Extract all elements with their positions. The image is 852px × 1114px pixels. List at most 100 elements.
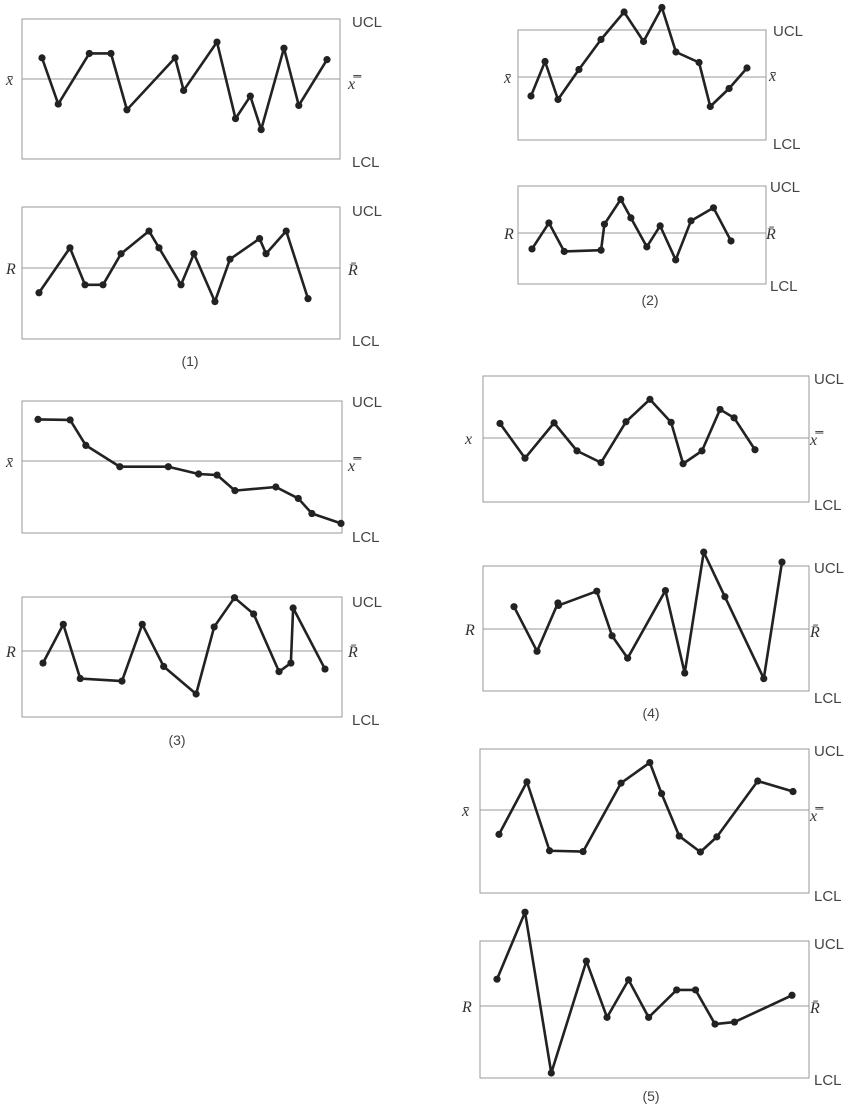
data-point-10 — [700, 548, 708, 556]
center-label: R̄ — [809, 624, 820, 641]
data-point-6 — [194, 470, 203, 478]
data-point-6 — [608, 632, 616, 640]
data-point-8 — [213, 38, 221, 46]
panel-4: UCL x̿ LCL x UCL R̄ LCL R (4) — [464, 371, 844, 721]
lcl-label: LCL — [814, 1072, 842, 1089]
data-point-2 — [521, 908, 529, 916]
data-point-6 — [160, 662, 168, 671]
center-label: R̄ — [809, 1000, 820, 1017]
data-point-11 — [730, 1018, 739, 1026]
data-point-1 — [34, 415, 42, 423]
side-label: R — [5, 644, 16, 661]
side-label: R — [461, 999, 472, 1016]
data-point-1 — [510, 603, 518, 611]
data-point-2 — [66, 244, 74, 252]
lcl-label: LCL — [352, 712, 380, 729]
side-label: x — [464, 431, 472, 448]
panel-1: UCL x̿ LCL x̄ UCL R̄ LCL R (1) — [5, 14, 382, 369]
side-label: R — [464, 622, 475, 639]
lcl-label: LCL — [352, 529, 380, 546]
data-point-5 — [138, 620, 146, 628]
series-line — [40, 40, 329, 131]
data-point-12 — [337, 519, 345, 528]
data-point-8 — [177, 281, 185, 289]
data-point-1 — [528, 245, 536, 253]
data-point-13 — [751, 446, 759, 454]
chart-frame — [479, 748, 810, 894]
data-point-5 — [123, 106, 131, 114]
ucl-label: UCL — [770, 179, 800, 196]
data-point-3 — [82, 441, 90, 449]
data-point-5 — [597, 35, 605, 44]
lcl-label: LCL — [352, 154, 380, 171]
panel-caption: (4) — [642, 705, 659, 721]
data-point-1 — [38, 54, 46, 62]
data-point-3 — [81, 281, 89, 289]
range-chart-1: UCL R̄ LCL R — [5, 203, 382, 350]
data-point-13 — [778, 558, 786, 566]
ucl-label: UCL — [352, 203, 382, 220]
center-label: R̄ — [347, 644, 358, 661]
data-point-6 — [620, 8, 628, 16]
ucl-label: UCL — [814, 743, 844, 760]
series-line — [41, 596, 327, 696]
data-point-9 — [231, 115, 240, 123]
data-point-7 — [180, 86, 188, 95]
series-line — [529, 6, 748, 108]
lcl-label: LCL — [770, 278, 798, 295]
data-point-6 — [617, 195, 625, 203]
data-point-11 — [716, 405, 724, 414]
data-point-4 — [575, 65, 583, 74]
data-point-7 — [657, 790, 666, 798]
data-point-3 — [554, 95, 562, 104]
data-point-2 — [533, 647, 541, 655]
data-point-10 — [211, 298, 219, 306]
data-point-8 — [643, 243, 651, 251]
data-point-5 — [117, 250, 125, 258]
data-point-3 — [550, 419, 558, 427]
xbar-chart-1: UCL x̿ LCL x̄ — [5, 14, 382, 171]
data-point-12 — [255, 235, 264, 243]
side-label: x̄ — [5, 72, 13, 89]
ucl-label: UCL — [814, 936, 844, 953]
panel-caption: (3) — [168, 732, 185, 748]
data-point-10 — [672, 256, 680, 264]
data-point-9 — [190, 250, 198, 258]
center-label: x̿ — [347, 74, 362, 93]
data-point-11 — [275, 668, 283, 676]
data-point-4 — [573, 447, 581, 455]
data-point-11 — [257, 126, 265, 134]
data-point-2 — [521, 454, 529, 462]
data-point-7 — [155, 244, 163, 252]
data-point-9 — [656, 222, 664, 230]
data-point-6 — [624, 976, 633, 984]
data-point-6 — [145, 227, 153, 235]
series-line — [37, 229, 310, 303]
ucl-label: UCL — [352, 14, 382, 31]
data-point-13 — [289, 604, 297, 612]
data-point-5 — [600, 220, 609, 228]
center-label: R̄ — [765, 226, 776, 243]
data-point-3 — [545, 847, 554, 855]
data-point-8 — [231, 487, 239, 495]
data-point-9 — [691, 986, 700, 994]
data-point-12 — [788, 991, 796, 999]
data-point-4 — [579, 847, 587, 856]
data-point-13 — [743, 64, 751, 72]
data-point-2 — [54, 100, 62, 108]
data-point-7 — [627, 214, 635, 222]
data-point-9 — [230, 594, 239, 602]
series-line — [497, 761, 794, 854]
data-point-4 — [554, 601, 563, 610]
data-point-12 — [760, 675, 768, 683]
data-point-14 — [321, 665, 329, 673]
data-point-5 — [617, 779, 625, 787]
data-point-10 — [713, 833, 721, 841]
data-point-8 — [675, 832, 683, 840]
data-point-13 — [262, 250, 270, 258]
xbar-chart-2: UCL x̄ LCL x̄ — [503, 3, 803, 153]
center-label: R̄ — [347, 262, 358, 279]
data-point-10 — [246, 92, 254, 100]
data-point-4 — [597, 246, 605, 254]
chart-frame — [21, 400, 343, 534]
